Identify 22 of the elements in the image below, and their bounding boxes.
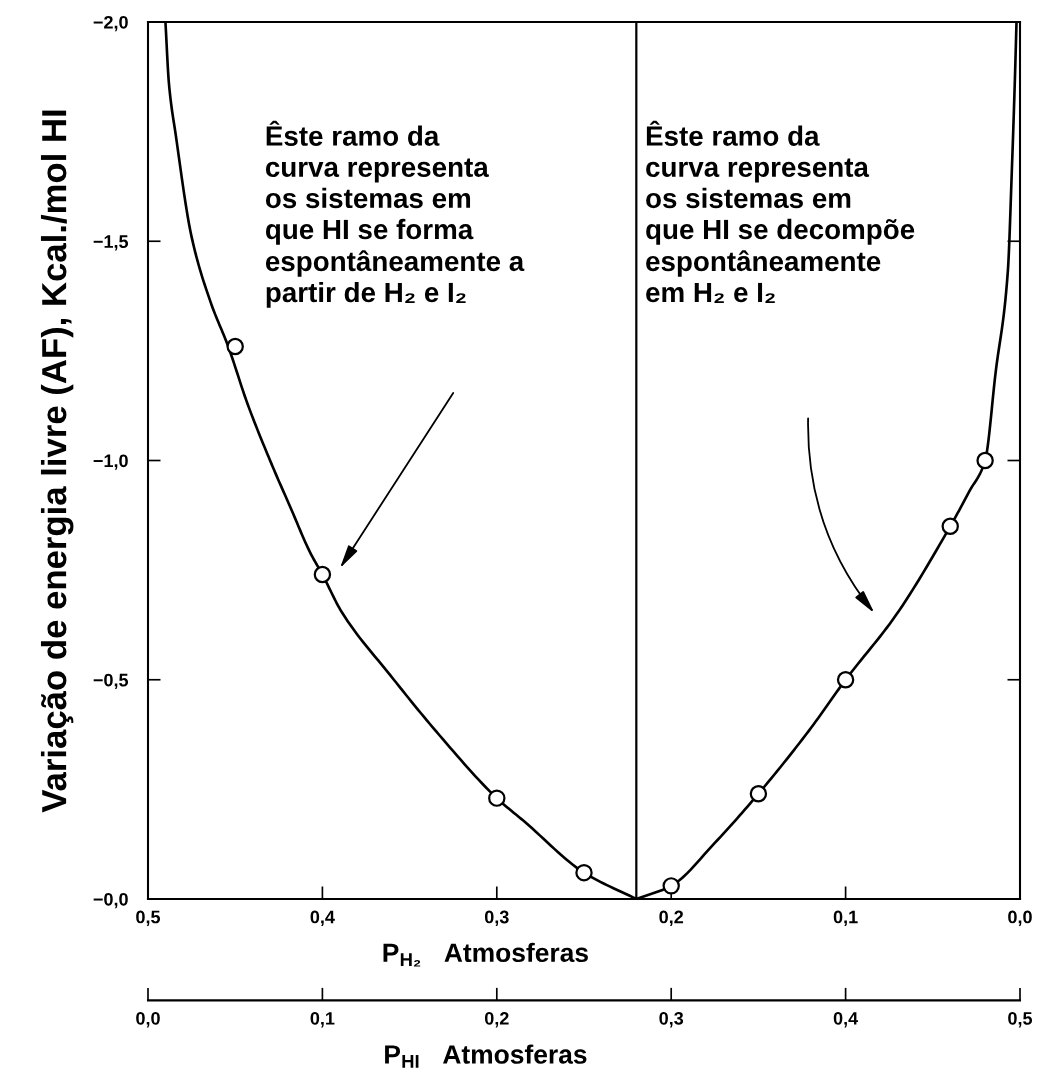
- x2-tick-label: 0,2: [484, 1011, 509, 1028]
- text: P$_{HI}$ Atmosferas: [385, 1044, 587, 1068]
- y-tick-label: −0,0: [93, 892, 128, 909]
- y-axis-title: Variação de energia livre (AF), Kcal./mol HI: [40, 110, 74, 813]
- y-tick-label: −1,0: [93, 454, 128, 470]
- x2-tick-label: 0,3: [659, 1011, 684, 1028]
- x2-tick-label: 0,5: [1008, 1011, 1033, 1028]
- y-tick-label: −2,0: [93, 15, 128, 32]
- y-tick-label: −0,5: [93, 673, 129, 690]
- x2-tick-label: 0,1: [310, 1011, 335, 1028]
- x2-tick-label: 0,4: [833, 1011, 859, 1028]
- x-tick-label: 0,3: [484, 910, 509, 926]
- text: P$_{H₂}$ Atmosferas: [383, 942, 588, 967]
- x-tick-label: 0,1: [833, 910, 858, 926]
- x-tick-label: 0,4: [310, 910, 335, 926]
- annotation: Êste ramo da curva representa os sistemas em que HI se forma espontâneamente a partir de H₂ e I₂: [265, 120, 525, 308]
- x2-tick-label: 0,0: [136, 1011, 160, 1028]
- x-tick-label: 0,2: [659, 910, 684, 926]
- annotation: Êste ramo da curva representa os sistemas em que HI se decompõe espontâneamente em H₂ e I₂: [646, 120, 915, 303]
- y-tick-label: −1,5: [93, 235, 129, 251]
- x-tick-label: 0,0: [1008, 910, 1032, 926]
- x-tick-label: 0,5: [136, 910, 161, 926]
